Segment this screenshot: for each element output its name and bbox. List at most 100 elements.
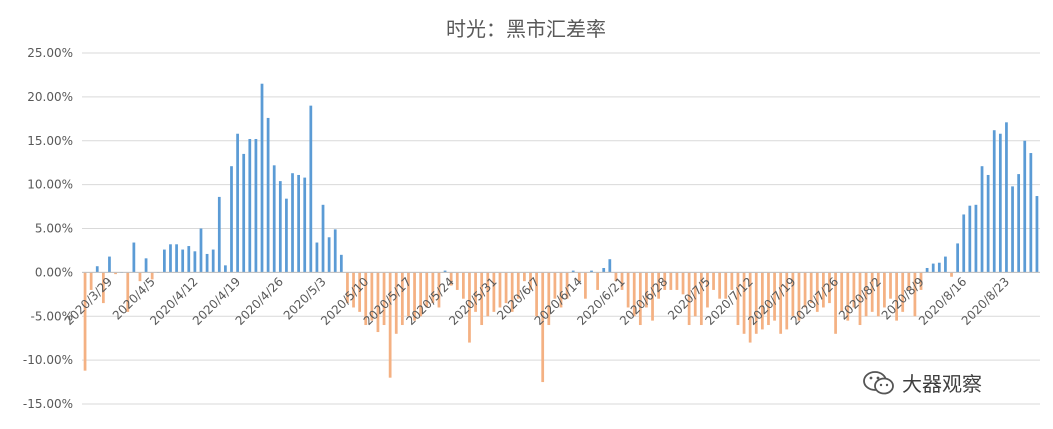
bar xyxy=(242,153,246,273)
bar xyxy=(95,266,99,273)
bar xyxy=(992,130,996,273)
bar xyxy=(407,272,410,317)
bar xyxy=(974,204,978,273)
bar xyxy=(529,272,532,290)
bar xyxy=(815,272,819,312)
chart-title: 时光：黑市汇差率 xyxy=(446,17,606,41)
bar xyxy=(211,249,215,273)
bar xyxy=(333,229,337,273)
bar xyxy=(132,242,136,273)
bar xyxy=(492,272,496,312)
bar xyxy=(980,166,984,273)
bar xyxy=(638,272,642,326)
bar xyxy=(394,272,398,334)
bar xyxy=(998,133,1002,273)
bar xyxy=(883,272,886,308)
bar xyxy=(657,272,661,299)
bar xyxy=(468,272,471,343)
bar xyxy=(968,205,972,273)
bar xyxy=(413,272,416,321)
bar xyxy=(541,272,545,383)
bar xyxy=(742,272,746,334)
bar xyxy=(181,249,185,273)
y-tick-label: 5.00% xyxy=(35,222,73,236)
bar xyxy=(400,272,404,326)
bar xyxy=(1023,140,1027,273)
bar xyxy=(547,272,551,326)
bar xyxy=(937,262,941,273)
bar xyxy=(840,272,844,312)
gridlines xyxy=(82,52,1040,405)
bar xyxy=(138,272,142,282)
bar xyxy=(620,272,624,290)
bar xyxy=(669,272,673,290)
bar xyxy=(309,105,313,273)
bar xyxy=(852,272,856,308)
bar xyxy=(584,272,587,299)
bar xyxy=(175,244,178,273)
bar xyxy=(217,196,221,273)
bar xyxy=(718,272,722,299)
bar xyxy=(236,133,239,273)
bar xyxy=(272,165,276,273)
bar xyxy=(571,270,575,273)
bar xyxy=(901,272,905,312)
bar xyxy=(108,256,111,273)
bar xyxy=(510,272,514,312)
bar xyxy=(260,83,264,273)
bar xyxy=(431,272,435,304)
bar xyxy=(828,272,831,304)
x-tick-label: 2020/3/29 xyxy=(62,275,115,328)
bar xyxy=(449,272,453,286)
bar xyxy=(193,251,197,273)
bar xyxy=(950,272,953,277)
y-tick-label: 15.00% xyxy=(27,134,73,148)
bar xyxy=(693,272,697,317)
bar xyxy=(358,272,362,312)
bar xyxy=(376,272,380,333)
bar xyxy=(602,267,606,273)
bar xyxy=(199,228,203,273)
bar xyxy=(779,272,783,334)
bar xyxy=(846,272,850,321)
bar xyxy=(419,272,423,317)
bar xyxy=(864,272,868,317)
bar xyxy=(504,272,508,304)
y-tick-label: 10.00% xyxy=(27,178,73,192)
bar xyxy=(962,214,966,273)
bar xyxy=(699,272,703,326)
bar xyxy=(931,263,935,273)
bar xyxy=(474,272,477,312)
bar xyxy=(1017,174,1021,273)
bar xyxy=(791,272,795,317)
bar xyxy=(773,272,776,321)
bar xyxy=(724,272,728,299)
bar xyxy=(461,272,465,299)
bar xyxy=(535,272,538,317)
bar xyxy=(858,272,862,326)
bar xyxy=(559,272,563,308)
y-axis: 25.00% 20.00% 15.00% 10.00% 5.00% 0.00% -5.00%… xyxy=(23,46,73,411)
bar xyxy=(651,272,654,321)
bar xyxy=(1029,153,1033,273)
bar xyxy=(626,272,630,308)
bar xyxy=(1035,196,1039,273)
bar xyxy=(663,272,667,290)
y-tick-label: 25.00% xyxy=(27,46,73,60)
bar xyxy=(876,272,880,317)
bar xyxy=(126,272,130,312)
bar xyxy=(730,272,734,290)
bar xyxy=(736,272,740,326)
bar xyxy=(645,272,648,308)
bar xyxy=(925,267,929,273)
bar xyxy=(437,272,441,308)
bar xyxy=(895,272,898,321)
bar xyxy=(224,265,227,273)
bar xyxy=(907,272,911,290)
bar xyxy=(315,242,319,273)
bar xyxy=(986,174,990,273)
bar xyxy=(364,272,368,326)
bar xyxy=(83,272,87,371)
bar xyxy=(797,272,801,321)
bar xyxy=(352,272,355,308)
